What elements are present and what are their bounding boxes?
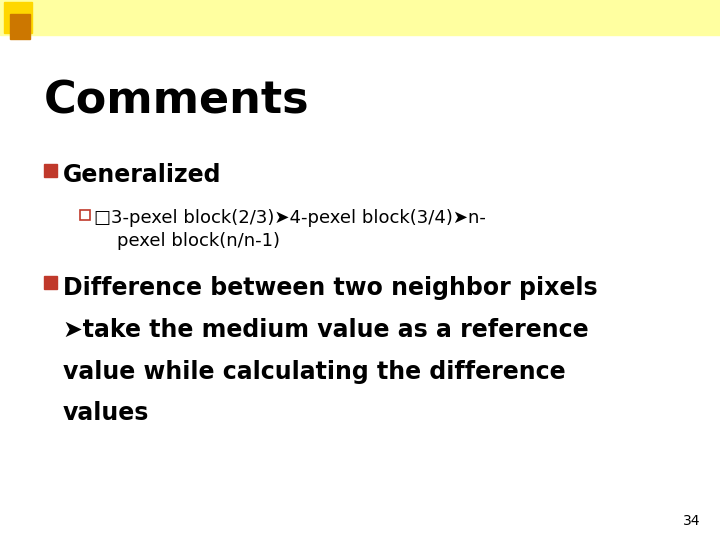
- Text: pexel block(n/n-1): pexel block(n/n-1): [94, 232, 280, 250]
- Bar: [44, 275, 57, 288]
- Text: value while calculating the difference: value while calculating the difference: [63, 360, 566, 383]
- Text: 34: 34: [683, 514, 700, 528]
- Text: ➤take the medium value as a reference: ➤take the medium value as a reference: [63, 318, 589, 341]
- Text: □3-pexel block(2/3)➤4-pexel block(3/4)➤n-: □3-pexel block(2/3)➤4-pexel block(3/4)➤n…: [94, 209, 486, 227]
- Bar: [10, 14, 30, 39]
- Bar: [80, 210, 90, 220]
- Bar: [4, 2, 32, 33]
- Text: Generalized: Generalized: [63, 164, 222, 187]
- Text: values: values: [63, 402, 149, 426]
- Text: Difference between two neighbor pixels: Difference between two neighbor pixels: [63, 275, 598, 300]
- Text: Comments: Comments: [44, 80, 310, 123]
- Bar: [44, 164, 57, 177]
- Bar: [0, 0, 720, 35]
